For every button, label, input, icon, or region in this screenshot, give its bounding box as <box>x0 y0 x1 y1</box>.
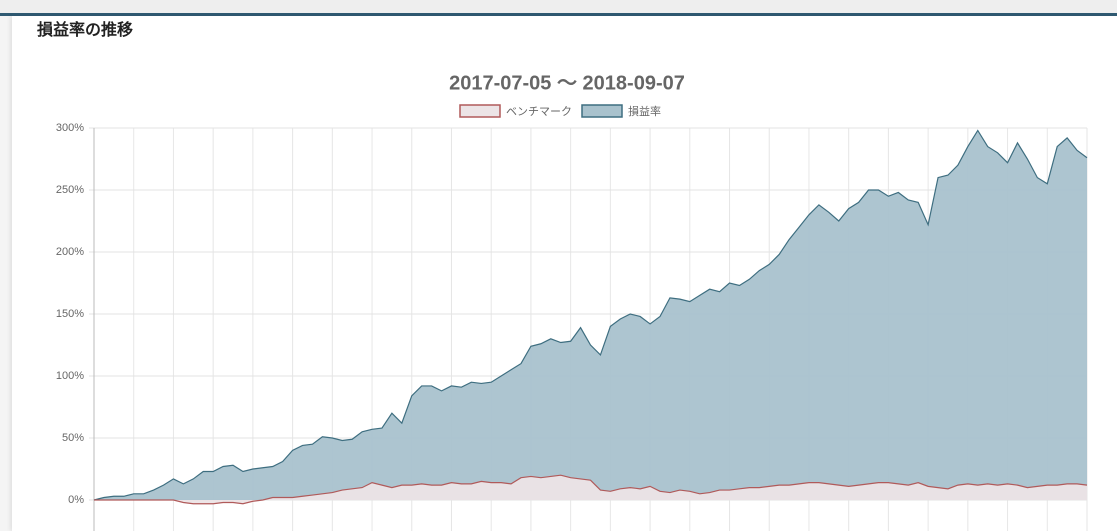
legend-label: 損益率 <box>628 104 661 118</box>
y-tick-label: 150% <box>56 308 84 320</box>
y-tick-label: 250% <box>56 184 84 196</box>
y-tick-label: 300% <box>56 122 84 134</box>
legend-label: ベンチマーク <box>506 105 572 118</box>
page-title: 損益率の推移 <box>37 22 134 39</box>
area-fill <box>94 130 1087 501</box>
legend-swatch <box>581 104 623 118</box>
y-tick-label: 0% <box>68 494 84 506</box>
top-bar <box>0 0 1117 16</box>
chart-title: 2017-07-05 〜 2018-09-07 <box>449 72 685 94</box>
y-tick-label: 100% <box>56 370 84 382</box>
area-line <box>93 129 1088 501</box>
legend-swatch <box>459 104 501 118</box>
area-line <box>94 474 1088 505</box>
y-tick-label: 50% <box>62 432 84 444</box>
area-fill <box>94 475 1087 504</box>
y-tick-label: 200% <box>56 246 84 258</box>
